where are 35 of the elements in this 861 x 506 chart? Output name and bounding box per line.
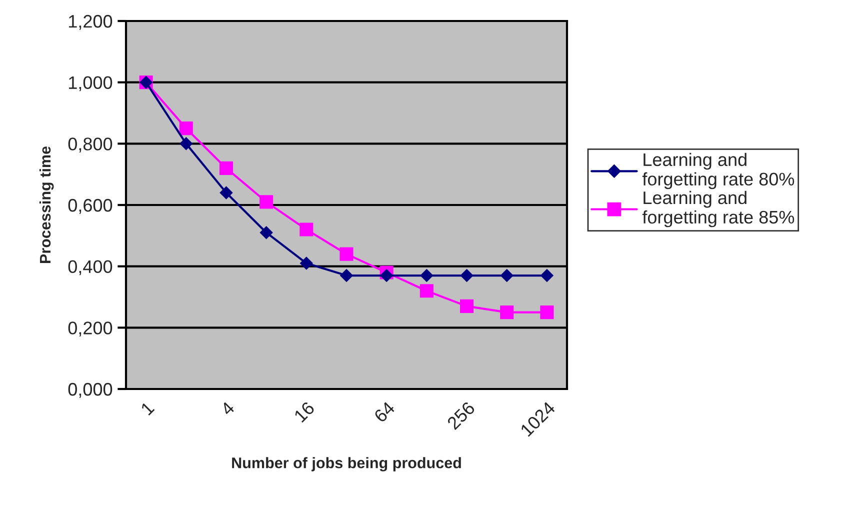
y-axis-title: Processing time [39, 146, 54, 263]
point [420, 269, 434, 282]
point [179, 122, 193, 136]
point [260, 226, 273, 240]
x-tick-label: 256 [446, 401, 476, 430]
point [300, 222, 314, 236]
point [219, 161, 233, 175]
x-tick-label: 4 [220, 400, 236, 416]
point [260, 195, 274, 209]
y-tick-label: 0,800 [68, 138, 112, 153]
y-tick-label: 0,400 [68, 260, 112, 276]
point [540, 306, 554, 320]
legend-label: Learning and forgetting rate 85% [642, 190, 794, 228]
legend-label: Learning and forgetting rate 80% [642, 152, 794, 190]
point [340, 269, 353, 282]
point [460, 269, 474, 282]
point [220, 186, 233, 200]
x-tick-label: 16 [294, 401, 316, 423]
point [500, 269, 514, 282]
y-tick-label: 1,200 [69, 14, 112, 30]
point [180, 137, 193, 150]
x-axis-title: Number of jobs being produced [232, 457, 461, 472]
point [300, 256, 313, 270]
point [340, 247, 354, 261]
x-tick-label: 64 [373, 400, 396, 424]
y-tick-label: 0,600 [68, 198, 112, 214]
point [460, 299, 474, 313]
point [540, 269, 554, 282]
y-tick-label: 0,000 [68, 382, 112, 398]
point [500, 306, 514, 320]
x-tick-label: 1 [140, 401, 155, 416]
y-tick-label: 0,200 [68, 322, 112, 337]
y-tick-label: 1,000 [69, 76, 112, 92]
point [380, 269, 394, 282]
point [420, 284, 434, 298]
